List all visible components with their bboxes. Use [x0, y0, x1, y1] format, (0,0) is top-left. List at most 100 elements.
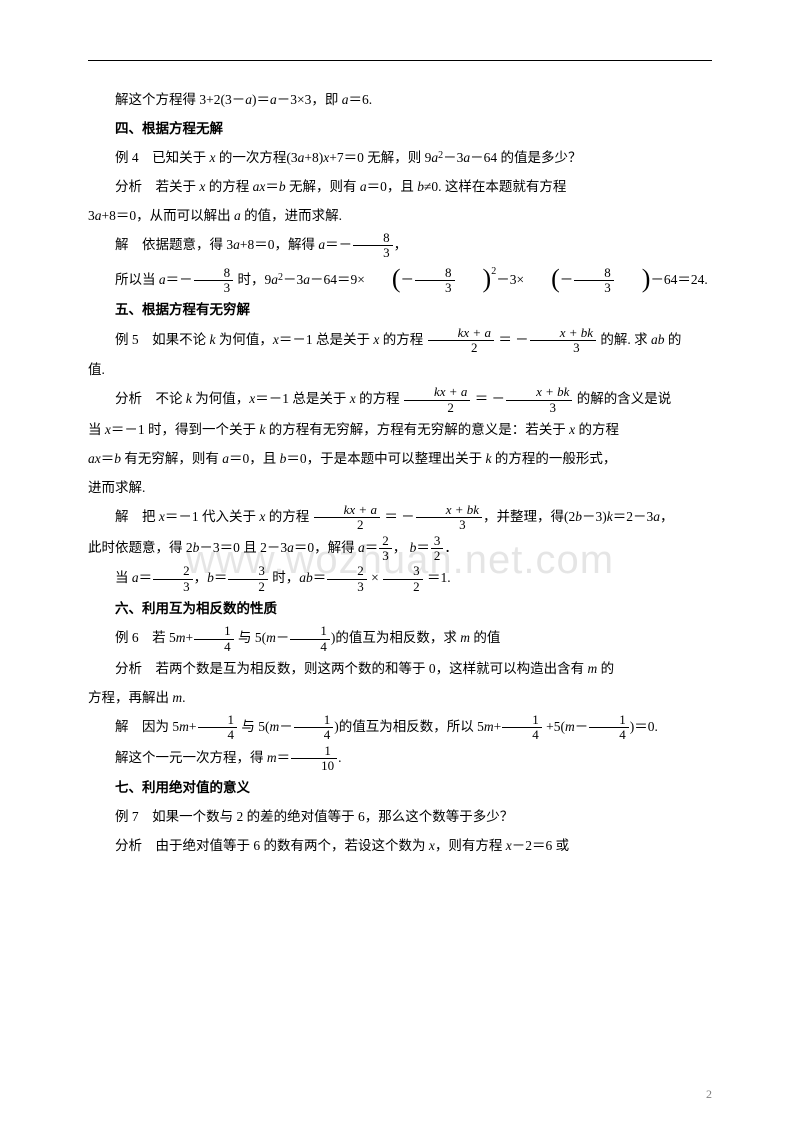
text: ＝－1 总是关于 — [255, 391, 350, 406]
text: 的方程有无穷解，方程有无穷解的意义是：若关于 — [265, 422, 569, 437]
text: 时， — [269, 570, 299, 585]
text: 的解的含义是说 — [573, 391, 671, 406]
fraction: 14 — [290, 624, 330, 654]
denominator: 4 — [502, 727, 542, 742]
var-m: m — [176, 630, 186, 645]
text: 与 5( — [238, 719, 270, 734]
text: 的 — [665, 332, 682, 347]
text: － — [276, 630, 290, 645]
fraction: 14 — [194, 624, 234, 654]
text: ＝ — [101, 451, 115, 466]
numerator: 1 — [502, 713, 542, 727]
text: + — [189, 719, 197, 734]
fraction: 83 — [353, 231, 393, 261]
denominator: 3 — [415, 280, 455, 295]
numerator: 8 — [574, 266, 614, 280]
numerator: kx + a — [404, 385, 470, 399]
text: －3× — [496, 272, 524, 287]
text: ， — [393, 540, 410, 555]
paragraph: 值. — [88, 355, 712, 384]
numerator: 1 — [198, 713, 238, 727]
numerator: 1 — [290, 624, 330, 638]
text: +5( — [543, 719, 565, 734]
var-m: m — [267, 750, 277, 765]
text: ＝0，解得 — [294, 540, 358, 555]
numerator: 1 — [291, 744, 337, 758]
text: )的值互为相反数，求 — [331, 630, 460, 645]
paragraph: 例 5 如果不论 k 为何值，x＝－1 总是关于 x 的方程 kx + a2 ＝… — [88, 325, 712, 356]
text: ＝ — [416, 540, 430, 555]
denominator: 3 — [506, 400, 572, 415]
text: +7＝0 无解，则 9 — [329, 150, 431, 165]
text: ＝－ — [166, 272, 193, 287]
fraction: 23 — [379, 534, 392, 564]
fraction: 14 — [502, 713, 542, 743]
text: 与 5( — [235, 630, 267, 645]
numerator: 1 — [194, 624, 234, 638]
denominator: 4 — [198, 727, 238, 742]
text: + — [186, 630, 194, 645]
text: ＝0，于是本题中可以整理出关于 — [286, 451, 485, 466]
denominator: 4 — [290, 639, 330, 654]
denominator: 2 — [404, 400, 470, 415]
var-a: a — [358, 540, 365, 555]
text: 为何值， — [216, 332, 273, 347]
text: 例 5 如果不论 — [115, 332, 210, 347]
denominator: 3 — [416, 517, 482, 532]
denominator: 3 — [530, 340, 596, 355]
denominator: 4 — [194, 639, 234, 654]
text: )＝0. — [630, 719, 658, 734]
text: 的方程 — [356, 391, 403, 406]
numerator: 1 — [294, 713, 334, 727]
text: )的值互为相反数，所以 5 — [334, 719, 484, 734]
paragraph: 3a+8＝0，从而可以解出 a 的值，进而求解. — [88, 201, 712, 230]
var-b: b — [417, 179, 424, 194]
var-a: a — [234, 208, 241, 223]
text: 的方程 — [379, 332, 426, 347]
fraction: 83 — [415, 266, 455, 296]
paragraph: 进而求解. — [88, 473, 712, 502]
text: －3＝0 且 2－3 — [199, 540, 287, 555]
var-a: a — [222, 451, 229, 466]
text: 的解. 求 — [597, 332, 651, 347]
text: . — [338, 750, 341, 765]
fraction: 83 — [574, 266, 614, 296]
text: 的值，进而求解. — [241, 208, 342, 223]
var-m: m — [565, 719, 575, 734]
paragraph: 例 6 若 5m+14 与 5(m－14)的值互为相反数，求 m 的值 — [88, 623, 712, 654]
heading-7: 七、利用绝对值的意义 — [88, 773, 712, 802]
denominator: 2 — [431, 548, 444, 563]
numerator: kx + a — [428, 326, 494, 340]
fraction: 14 — [198, 713, 238, 743]
page-number: 2 — [706, 1087, 712, 1102]
text: 为何值， — [192, 391, 249, 406]
numerator: x + bk — [530, 326, 596, 340]
text: × — [368, 570, 382, 585]
heading-6: 六、利用互为相反数的性质 — [88, 594, 712, 623]
fraction: 83 — [194, 266, 234, 296]
paragraph: 解 把 x＝－1 代入关于 x 的方程 kx + a2 ＝ －x + bk3，并… — [88, 502, 712, 533]
var-a: a — [95, 208, 102, 223]
var-a: a — [245, 92, 252, 107]
fraction: 32 — [383, 564, 423, 594]
var-a: a — [653, 509, 660, 524]
fraction: 14 — [589, 713, 629, 743]
text: ＝6. — [348, 92, 372, 107]
text: ＝ — [365, 540, 379, 555]
paragraph: 当 x＝－1 时，得到一个关于 k 的方程有无穷解，方程有无穷解的意义是：若关于… — [88, 415, 712, 444]
text: 解 因为 5 — [115, 719, 179, 734]
fraction: 110 — [291, 744, 337, 774]
paragraph: 解 因为 5m+14 与 5(m－14)的值互为相反数，所以 5m+14 +5(… — [88, 712, 712, 743]
denominator: 3 — [194, 280, 234, 295]
numerator: 8 — [194, 266, 234, 280]
text: ＝ — [277, 750, 291, 765]
var-ax: ax — [253, 179, 266, 194]
paragraph: 此时依题意，得 2b－3＝0 且 2－3a＝0，解得 a＝23， b＝32． — [88, 533, 712, 564]
text: ＝ — [265, 179, 279, 194]
var-m: m — [484, 719, 494, 734]
text: ＝0，且 — [229, 451, 280, 466]
denominator: 3 — [379, 548, 392, 563]
heading-5: 五、根据方程有无穷解 — [88, 295, 712, 324]
text: －3×3，即 — [277, 92, 342, 107]
text: －64＝9× — [310, 272, 365, 287]
